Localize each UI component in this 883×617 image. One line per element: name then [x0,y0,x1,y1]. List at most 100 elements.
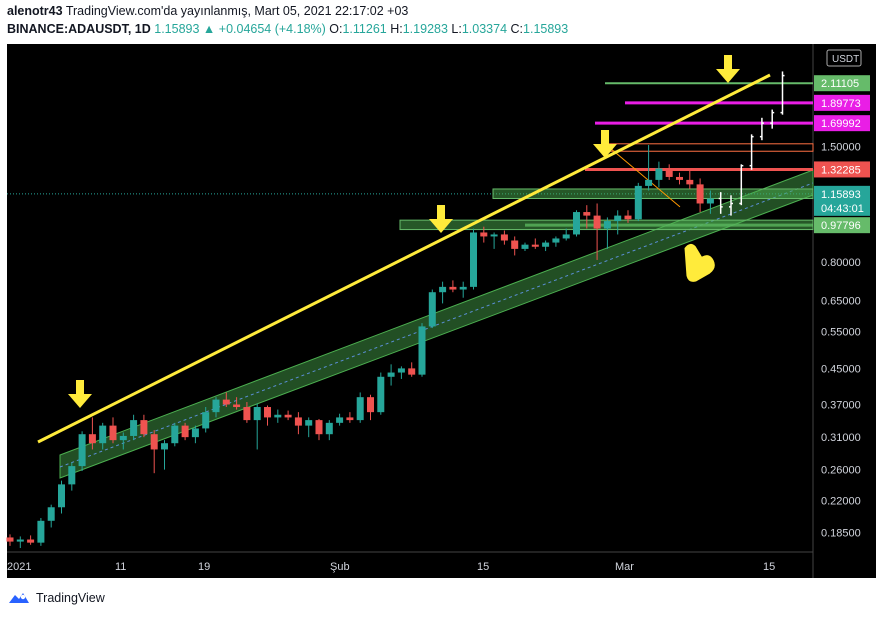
time-axis[interactable] [7,552,876,578]
candle-body[interactable] [449,286,457,290]
candle-body[interactable] [325,422,333,435]
candle-body[interactable] [418,326,426,375]
y-tick-label: 0.80000 [821,257,861,269]
candle-body[interactable] [202,412,210,429]
candle-body[interactable] [181,425,189,438]
price-label-bg [814,75,870,92]
candle-body[interactable] [377,376,385,413]
candle-body[interactable] [593,215,601,229]
candle-body[interactable] [336,417,344,423]
y-tick-label: 0.31000 [821,432,861,444]
candle-body[interactable] [614,215,622,222]
candle-body[interactable] [428,292,436,327]
chart-header-publisher: alenotr43 TradingView.com'da yayınlanmış… [7,4,408,18]
candle-body[interactable] [387,372,395,377]
candle-body[interactable] [171,425,179,444]
price-chart[interactable]: 0.18500 0.22000 0.26000 0.31000 0.37000 0.450… [0,0,883,590]
open-label: O: [329,22,343,36]
x-tick-label: Şub [330,561,350,573]
low-label: L: [451,22,462,36]
arrow-down-icon [593,130,617,158]
candle-body[interactable] [161,443,168,450]
candle-body[interactable] [583,212,591,216]
candle-body[interactable] [676,176,683,180]
candle-body[interactable] [58,484,65,508]
candle-body[interactable] [191,428,199,438]
candle-body[interactable] [500,234,508,241]
candle-body[interactable] [562,234,570,239]
x-tick-label: 19 [198,561,210,573]
arrow-down-icon [429,205,453,233]
symbol-label: BINANCE:ADAUSDT, 1D [7,22,151,36]
candle-body[interactable] [665,168,673,177]
arrow-down-icon [716,55,740,83]
candle-body[interactable] [346,417,354,421]
candle-body[interactable] [274,414,282,418]
candle-body[interactable] [37,520,45,543]
candle-body[interactable] [480,232,488,237]
low-value: 1.03374 [461,22,508,36]
candle-body[interactable] [624,215,632,220]
candle-body[interactable] [552,238,560,243]
candle-body[interactable] [603,221,611,229]
x-tick-label: 15 [477,561,489,573]
candle-body[interactable] [99,425,107,444]
candle-body[interactable] [294,417,302,426]
price-label-bg [814,94,870,111]
candle-body[interactable] [521,244,529,249]
candle-body[interactable] [150,434,158,450]
candle-body[interactable] [459,286,467,290]
plot-area[interactable] [7,44,813,552]
candle-body[interactable] [511,240,519,249]
x-tick-label: Mar [615,561,634,573]
candle-body[interactable] [531,244,539,247]
price-label: 0.97796 [821,220,861,232]
candle-body[interactable] [68,466,76,485]
candle-body[interactable] [78,434,86,467]
price-label-bg [814,217,870,234]
candle-body[interactable] [233,404,241,408]
candle-body[interactable] [634,185,642,220]
currency-badge[interactable] [826,49,862,67]
candle-body[interactable] [542,242,550,247]
x-tick-label: 2021 [7,561,31,573]
candle-body[interactable] [470,232,477,287]
candle-body[interactable] [88,434,96,444]
candle-body[interactable] [315,420,323,435]
candle-body[interactable] [696,184,704,204]
candle-body[interactable] [119,435,127,441]
candle-body[interactable] [367,397,374,413]
candle-body[interactable] [27,539,35,543]
y-tick-label: 1.50000 [821,141,861,153]
candle-body[interactable] [397,368,405,373]
candle-body[interactable] [573,212,580,235]
candle-body[interactable] [305,420,313,426]
candle-body[interactable] [284,414,292,418]
candle-body[interactable] [140,420,148,435]
candle-body[interactable] [490,234,498,237]
price-label-bg [814,161,870,178]
candle-body[interactable] [655,168,663,180]
candle-body[interactable] [222,399,230,405]
high-label: H: [390,22,403,36]
candle-body[interactable] [253,407,261,421]
candle-body[interactable] [706,198,714,204]
candle-body[interactable] [645,179,653,186]
candle-body[interactable] [243,407,251,421]
candle-body[interactable] [16,539,24,542]
close-value: 1.15893 [523,22,569,36]
last-price: 1.15893 [154,22,200,36]
retrace-line [604,143,681,208]
candle-body[interactable] [109,425,117,441]
price-label: 1.32285 [821,164,861,176]
candle-body[interactable] [356,397,364,421]
candle-body[interactable] [47,507,55,521]
price-label: 1.89773 [821,98,861,110]
candle-body[interactable] [686,179,694,185]
candle-body[interactable] [130,420,138,436]
candle-body[interactable] [264,407,271,418]
candle-body[interactable] [6,537,14,542]
candle-body[interactable] [408,368,416,375]
candle-body[interactable] [212,399,220,413]
candle-body[interactable] [439,286,447,293]
